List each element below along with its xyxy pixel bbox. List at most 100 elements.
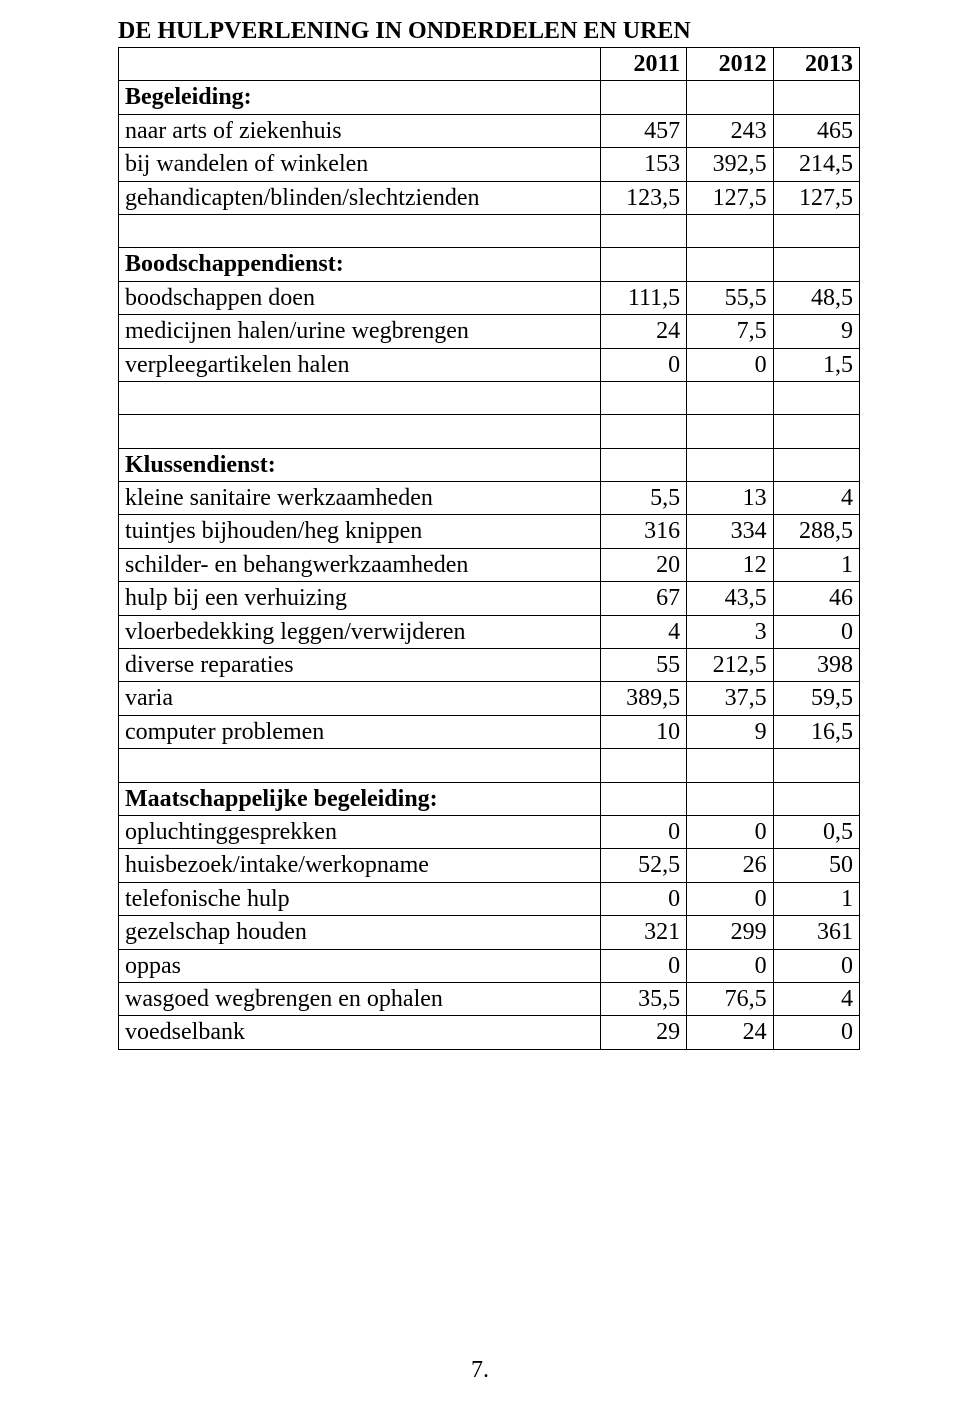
row-value: 7,5 xyxy=(687,315,773,348)
row-value: 37,5 xyxy=(687,682,773,715)
row-label: kleine sanitaire werkzaamheden xyxy=(119,482,601,515)
table-section-row: Klussendienst: xyxy=(119,448,860,481)
table-row: hulp bij een verhuizing6743,546 xyxy=(119,582,860,615)
table-row: telefonische hulp001 xyxy=(119,882,860,915)
row-value xyxy=(600,81,686,114)
row-value xyxy=(773,415,859,448)
row-label: schilder- en behangwerkzaamheden xyxy=(119,548,601,581)
row-value: 12 xyxy=(687,548,773,581)
table-row: gezelschap houden321299361 xyxy=(119,916,860,949)
row-label: vloerbedekking leggen/verwijderen xyxy=(119,615,601,648)
row-value: 43,5 xyxy=(687,582,773,615)
table-row: voedselbank29240 xyxy=(119,1016,860,1049)
row-value: 288,5 xyxy=(773,515,859,548)
row-value: 243 xyxy=(687,114,773,147)
header-year: 2012 xyxy=(687,48,773,81)
row-value: 1 xyxy=(773,882,859,915)
row-value xyxy=(687,81,773,114)
table-row: opluchtinggesprekken000,5 xyxy=(119,815,860,848)
row-label xyxy=(119,749,601,782)
row-value: 0 xyxy=(600,815,686,848)
row-value xyxy=(600,381,686,414)
table-spacer-row xyxy=(119,381,860,414)
table-spacer-row xyxy=(119,415,860,448)
row-value: 0 xyxy=(773,1016,859,1049)
row-value: 389,5 xyxy=(600,682,686,715)
row-value: 76,5 xyxy=(687,982,773,1015)
table-row: verpleegartikelen halen001,5 xyxy=(119,348,860,381)
row-value: 153 xyxy=(600,148,686,181)
row-value: 392,5 xyxy=(687,148,773,181)
table-row: boodschappen doen111,555,548,5 xyxy=(119,281,860,314)
row-value: 13 xyxy=(687,482,773,515)
row-value: 59,5 xyxy=(773,682,859,715)
row-label: voedselbank xyxy=(119,1016,601,1049)
row-value: 127,5 xyxy=(687,181,773,214)
row-value: 9 xyxy=(687,715,773,748)
row-value: 0 xyxy=(773,949,859,982)
row-value: 111,5 xyxy=(600,281,686,314)
row-value xyxy=(773,782,859,815)
table-spacer-row xyxy=(119,214,860,247)
table-section-row: Begeleiding: xyxy=(119,81,860,114)
row-value: 214,5 xyxy=(773,148,859,181)
row-value xyxy=(773,81,859,114)
row-label: oppas xyxy=(119,949,601,982)
row-value: 10 xyxy=(600,715,686,748)
row-label xyxy=(119,214,601,247)
row-label: opluchtinggesprekken xyxy=(119,815,601,848)
header-year: 2013 xyxy=(773,48,859,81)
row-value: 1,5 xyxy=(773,348,859,381)
row-value: 465 xyxy=(773,114,859,147)
table-section-row: Maatschappelijke begeleiding: xyxy=(119,782,860,815)
row-value xyxy=(600,448,686,481)
row-value: 0 xyxy=(600,882,686,915)
table-row: oppas000 xyxy=(119,949,860,982)
row-value xyxy=(773,214,859,247)
data-table: 201120122013Begeleiding: naar arts of zi… xyxy=(118,47,860,1050)
table-row: schilder- en behangwerkzaamheden20121 xyxy=(119,548,860,581)
row-value xyxy=(600,248,686,281)
row-label: telefonische hulp xyxy=(119,882,601,915)
row-value: 24 xyxy=(687,1016,773,1049)
row-value: 0 xyxy=(600,348,686,381)
row-value: 0 xyxy=(687,348,773,381)
row-value xyxy=(773,381,859,414)
table-spacer-row xyxy=(119,749,860,782)
row-label xyxy=(119,381,601,414)
table-row: naar arts of ziekenhuis457243465 xyxy=(119,114,860,147)
row-value xyxy=(600,782,686,815)
table-row: gehandicapten/blinden/slechtzienden123,5… xyxy=(119,181,860,214)
row-label: diverse reparaties xyxy=(119,649,601,682)
row-value: 0 xyxy=(773,615,859,648)
row-value: 16,5 xyxy=(773,715,859,748)
row-label: huisbezoek/intake/werkopname xyxy=(119,849,601,882)
table-row: computer problemen10916,5 xyxy=(119,715,860,748)
row-label: medicijnen halen/urine wegbrengen xyxy=(119,315,601,348)
row-value: 52,5 xyxy=(600,849,686,882)
row-value: 4 xyxy=(773,482,859,515)
row-value xyxy=(687,214,773,247)
row-label: wasgoed wegbrengen en ophalen xyxy=(119,982,601,1015)
row-label: bij wandelen of winkelen xyxy=(119,148,601,181)
row-value xyxy=(687,248,773,281)
row-value: 20 xyxy=(600,548,686,581)
row-value xyxy=(600,749,686,782)
row-label: naar arts of ziekenhuis xyxy=(119,114,601,147)
table-section-row: Boodschappendienst: xyxy=(119,248,860,281)
row-value xyxy=(600,415,686,448)
row-value: 127,5 xyxy=(773,181,859,214)
row-value: 29 xyxy=(600,1016,686,1049)
row-label: Maatschappelijke begeleiding: xyxy=(119,782,601,815)
row-value: 9 xyxy=(773,315,859,348)
row-label: Boodschappendienst: xyxy=(119,248,601,281)
row-value: 4 xyxy=(600,615,686,648)
row-value: 26 xyxy=(687,849,773,882)
row-value: 0 xyxy=(687,949,773,982)
page-title: DE HULPVERLENING IN ONDERDELEN EN UREN xyxy=(118,18,860,45)
table-row: tuintjes bijhouden/heg knippen316334288,… xyxy=(119,515,860,548)
row-label: tuintjes bijhouden/heg knippen xyxy=(119,515,601,548)
row-value: 50 xyxy=(773,849,859,882)
row-label: verpleegartikelen halen xyxy=(119,348,601,381)
row-value: 334 xyxy=(687,515,773,548)
